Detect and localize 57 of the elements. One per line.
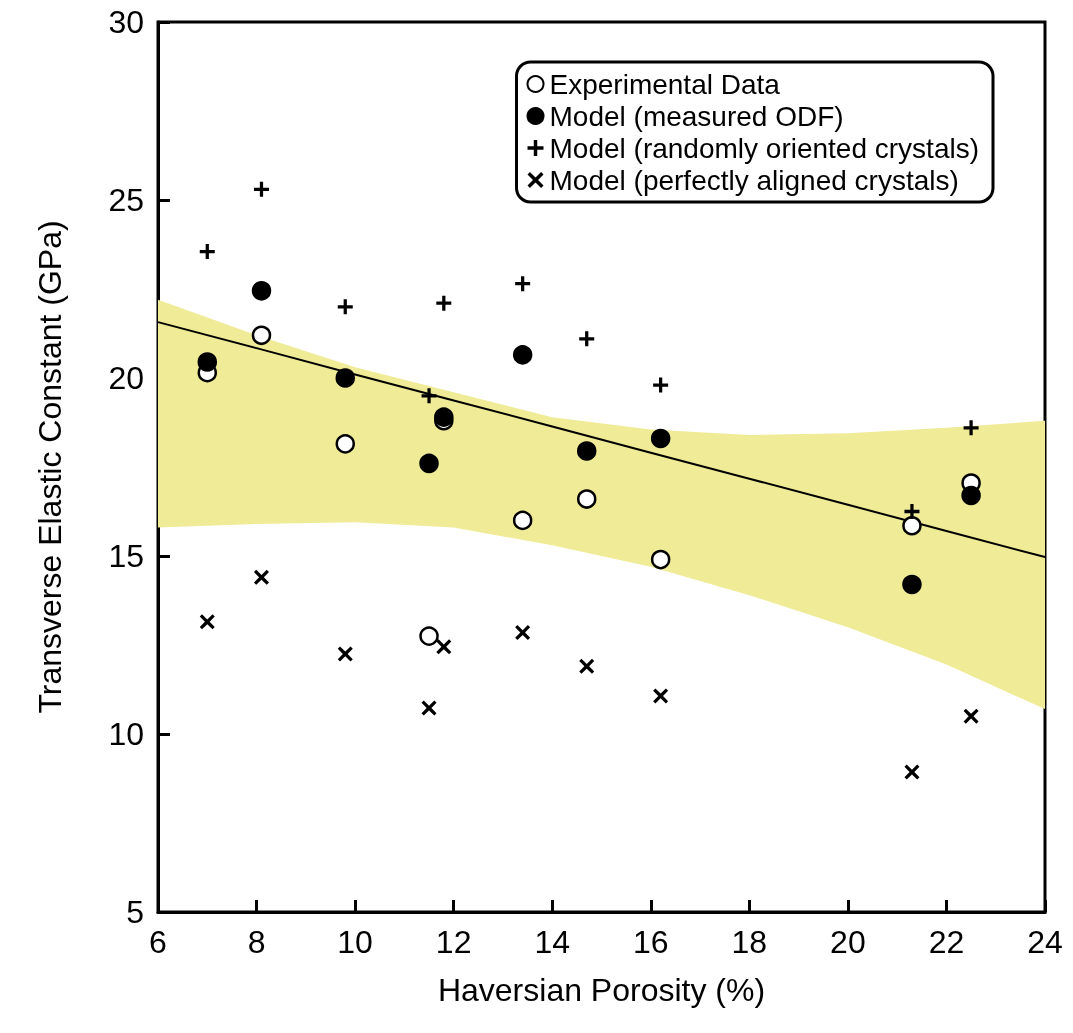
point <box>512 510 533 531</box>
legend-label: Model (randomly oriented crystals) <box>549 132 980 164</box>
x-tick-label: 6 <box>149 924 167 960</box>
point <box>436 639 452 655</box>
x-tick-label: 10 <box>337 924 373 960</box>
x-tick-label: 8 <box>247 924 266 960</box>
point <box>335 368 356 388</box>
point <box>653 688 669 704</box>
point <box>436 295 452 311</box>
y-axis-title: Transverse Elastic Constant (GPa) <box>32 220 68 714</box>
point <box>961 485 981 506</box>
point <box>197 352 218 372</box>
y-tick-label: 15 <box>108 538 144 574</box>
point <box>650 428 671 449</box>
point <box>421 388 437 404</box>
point <box>199 614 215 630</box>
point <box>251 281 272 301</box>
point <box>963 708 979 724</box>
point <box>653 377 669 393</box>
y-tick-label: 25 <box>108 182 144 218</box>
point <box>963 420 979 436</box>
x-tick-label: 14 <box>534 924 571 960</box>
x-tick-label: 22 <box>928 924 965 960</box>
point <box>650 549 671 570</box>
point <box>419 453 439 474</box>
x-tick-label: 12 <box>435 924 472 960</box>
point <box>902 515 922 536</box>
point <box>904 764 920 780</box>
point <box>579 658 595 674</box>
legend-label: Experimental Data <box>549 68 781 100</box>
point <box>579 331 595 347</box>
point <box>251 325 272 346</box>
y-tick-label: 10 <box>108 716 144 752</box>
point <box>421 700 437 716</box>
point <box>253 181 269 197</box>
x-tick-label: 18 <box>731 924 768 960</box>
point <box>576 489 597 509</box>
point <box>253 569 269 585</box>
x-axis-title: Haversian Porosity (%) <box>437 972 766 1008</box>
x-tick-label: 24 <box>1027 924 1063 960</box>
point <box>904 504 920 519</box>
point <box>199 244 215 260</box>
y-tick-label: 5 <box>126 894 144 930</box>
legend-label: Model (measured ODF) <box>549 100 844 132</box>
point <box>515 625 531 641</box>
point <box>902 574 922 595</box>
point <box>512 345 533 365</box>
point <box>576 441 597 461</box>
point <box>335 434 356 454</box>
x-tick-label: 20 <box>830 924 866 960</box>
y-tick-label: 20 <box>108 360 144 396</box>
point <box>515 276 531 292</box>
point <box>337 299 353 315</box>
point <box>337 646 353 662</box>
legend-label: Model (perfectly aligned crystals) <box>549 164 959 196</box>
y-tick-label: 30 <box>108 4 144 40</box>
x-tick-label: 16 <box>632 924 669 960</box>
